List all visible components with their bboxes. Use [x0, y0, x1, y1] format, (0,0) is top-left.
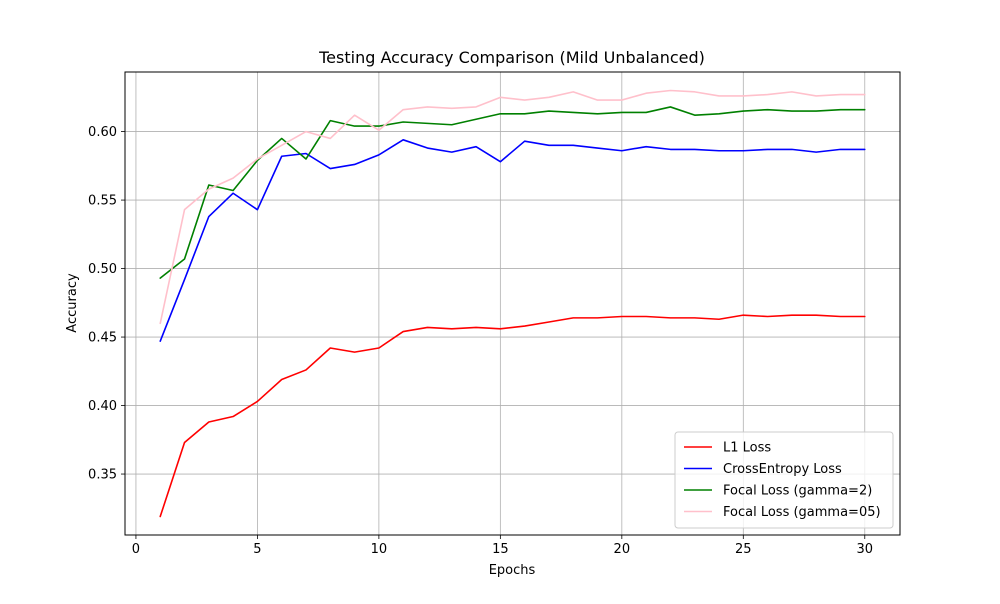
- y-tick-label: 0.55: [88, 194, 117, 209]
- y-tick-label: 0.60: [88, 125, 117, 140]
- legend-label-1: L1 Loss: [723, 441, 771, 456]
- x-tick-label: 30: [856, 542, 873, 557]
- series-line-3: [159, 106, 866, 279]
- legend-label-4: Focal Loss (gamma=05): [723, 505, 881, 520]
- y-tick-label: 0.50: [88, 262, 117, 277]
- x-tick-label: 20: [614, 542, 631, 557]
- plot-area: 0 5 10 15 20 25 30 0.35 0.40 0.45 0.50 0.55 0.60: [88, 71, 901, 557]
- y-tick-label: 0.40: [88, 399, 117, 414]
- series-line-2: [159, 139, 866, 342]
- legend-label-3: Focal Loss (gamma=2): [723, 484, 872, 499]
- axes-frame: [124, 71, 901, 536]
- series-line-4: [159, 89, 866, 325]
- x-tick-label: 25: [735, 542, 752, 557]
- chart-title: Testing Accuracy Comparison (Mild Unbala…: [318, 48, 705, 67]
- x-tick-label: 10: [371, 542, 388, 557]
- legend: L1 Loss CrossEntropy Loss Focal Loss (gamm…: [674, 431, 894, 529]
- y-tick-label: 0.35: [88, 468, 117, 483]
- series-line-1: [159, 314, 866, 518]
- x-tick-label: 5: [253, 542, 261, 557]
- y-axis-label: Accuracy: [65, 273, 80, 333]
- legend-label-2: CrossEntropy Loss: [723, 462, 842, 477]
- x-axis-label: Epochs: [489, 563, 536, 578]
- x-tick-label: 15: [492, 542, 509, 557]
- y-tick-label: 0.45: [88, 331, 117, 346]
- legend-box: [674, 431, 894, 529]
- x-tick-label: 0: [132, 542, 140, 557]
